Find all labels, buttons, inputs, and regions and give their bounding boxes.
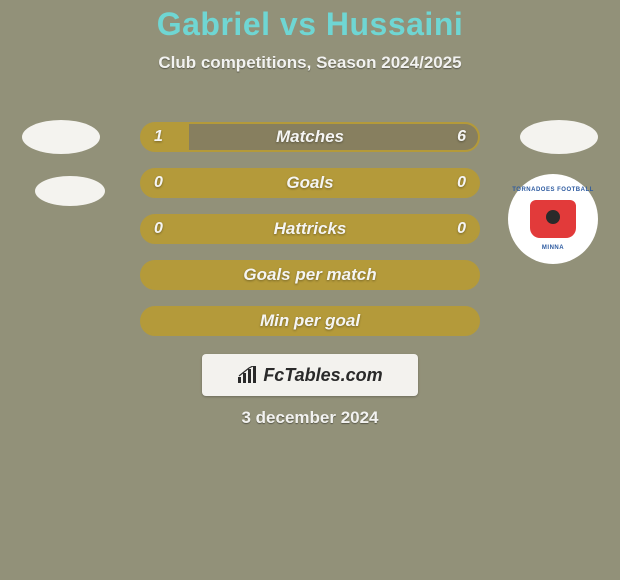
football-icon bbox=[546, 210, 560, 224]
stat-bar: Goals0 0 bbox=[140, 168, 480, 198]
home-club-badge bbox=[35, 176, 105, 206]
stat-value-home: 0 bbox=[154, 170, 163, 196]
stat-value-away: 0 bbox=[457, 170, 466, 196]
stat-value-home: 0 bbox=[154, 216, 163, 242]
stat-bar: Goals per match bbox=[140, 260, 480, 290]
stat-value-home: 1 bbox=[154, 124, 163, 150]
stat-bar: Min per goal bbox=[140, 306, 480, 336]
page-title: Gabriel vs Hussaini bbox=[0, 0, 620, 43]
stat-value-away: 6 bbox=[457, 124, 466, 150]
club-top-text: TORNADOES FOOTBALL bbox=[512, 187, 594, 193]
stat-label: Goals bbox=[142, 170, 478, 196]
stat-label: Min per goal bbox=[142, 308, 478, 334]
away-club-badge: TORNADOES FOOTBALL MINNA bbox=[518, 184, 588, 254]
stat-bar: Hattricks0 0 bbox=[140, 214, 480, 244]
club-badge-shape bbox=[530, 200, 576, 238]
stat-bar: Matches1 6 bbox=[140, 122, 480, 152]
bar-chart-icon bbox=[237, 366, 259, 384]
brand-badge: FcTables.com bbox=[202, 354, 418, 396]
stat-label: Goals per match bbox=[142, 262, 478, 288]
page-subtitle: Club competitions, Season 2024/2025 bbox=[0, 53, 620, 73]
home-player-avatar bbox=[22, 120, 100, 154]
stat-label: Hattricks bbox=[142, 216, 478, 242]
away-club-badge-ring: TORNADOES FOOTBALL MINNA bbox=[508, 174, 598, 264]
brand-text: FcTables.com bbox=[263, 365, 382, 386]
away-player-avatar bbox=[520, 120, 598, 154]
footer-date: 3 december 2024 bbox=[0, 408, 620, 428]
comparison-card: Gabriel vs Hussaini Club competitions, S… bbox=[0, 0, 620, 580]
club-bottom-text: MINNA bbox=[542, 245, 564, 251]
stat-label: Matches bbox=[142, 124, 478, 150]
stat-value-away: 0 bbox=[457, 216, 466, 242]
stats-bars: Matches16Goals00Hattricks00Goals per mat… bbox=[140, 122, 480, 352]
